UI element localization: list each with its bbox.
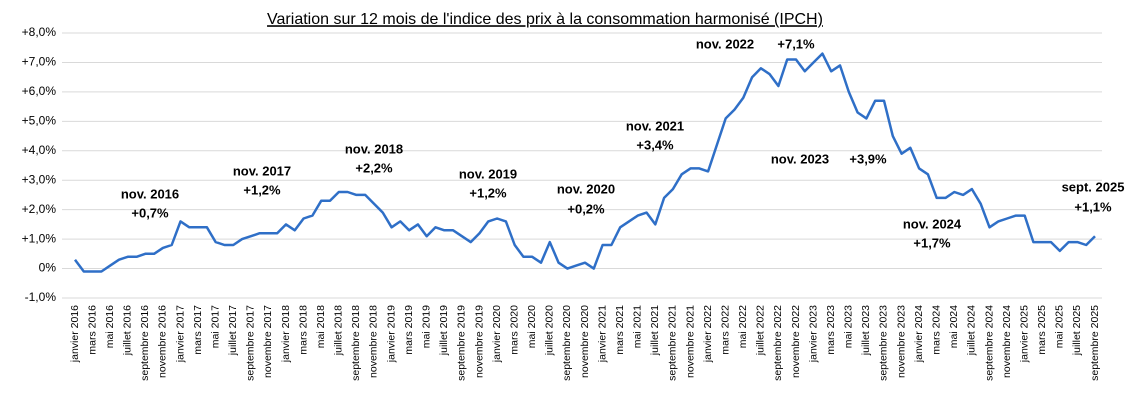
annotation-value: +0,7%: [131, 205, 169, 220]
y-tick-label: +7,0%: [22, 55, 57, 69]
x-tick-label: juillet 2024: [966, 305, 978, 356]
y-tick-label: +2,0%: [22, 202, 57, 216]
x-tick-label: mai 2024: [948, 305, 960, 348]
chart-title: Variation sur 12 mois de l'indice des pr…: [267, 11, 823, 28]
x-tick-label: juillet 2018: [333, 305, 345, 356]
x-tick-label: mai 2016: [104, 305, 116, 348]
annotation-label: sept. 2025: [1062, 179, 1125, 194]
y-tick-label: +1,0%: [22, 231, 57, 245]
x-tick-label: novembre 2019: [473, 305, 485, 378]
x-tick-label: novembre 2017: [262, 305, 274, 378]
annotation-label: nov. 2023: [771, 151, 829, 166]
x-tick-label: septembre 2019: [456, 305, 468, 381]
x-tick-label: mars 2023: [825, 305, 837, 355]
x-tick-label: septembre 2025: [1089, 305, 1101, 381]
annotation-value: +3,9%: [849, 151, 887, 166]
x-tick-label: mars 2016: [86, 305, 98, 355]
x-tick-label: janvier 2021: [596, 305, 608, 363]
annotation-label: nov. 2017: [233, 163, 291, 178]
y-tick-label: -1,0%: [25, 290, 57, 304]
x-tick-label: janvier 2025: [1018, 305, 1030, 363]
annotation-label: nov. 2016: [121, 186, 179, 201]
x-tick-label: juillet 2023: [860, 305, 872, 356]
x-tick-label: mai 2025: [1054, 305, 1066, 348]
annotation-value: +0,2%: [567, 201, 605, 216]
x-tick-label: mai 2021: [632, 305, 644, 348]
x-tick-label: juillet 2019: [438, 305, 450, 356]
y-tick-label: +5,0%: [22, 114, 57, 128]
x-tick-label: janvier 2016: [69, 305, 81, 363]
annotation-label: nov. 2020: [557, 181, 615, 196]
annotation-value: +3,4%: [636, 137, 674, 152]
x-tick-label: novembre 2018: [368, 305, 380, 378]
x-tick-label: novembre 2020: [579, 305, 591, 378]
x-tick-label: novembre 2024: [1001, 305, 1013, 378]
x-tick-label: mars 2018: [297, 305, 309, 355]
x-tick-label: mars 2022: [719, 305, 731, 355]
x-tick-label: mai 2023: [843, 305, 855, 348]
x-tick-label: janvier 2024: [913, 305, 925, 363]
x-tick-label: mai 2020: [526, 305, 538, 348]
x-tick-label: janvier 2019: [385, 305, 397, 363]
annotation-label: nov. 2021: [626, 118, 684, 133]
y-tick-label: +3,0%: [22, 172, 57, 186]
annotation-value: +7,1%: [777, 36, 815, 51]
x-tick-label: mars 2020: [508, 305, 520, 355]
annotation-label: nov. 2018: [345, 141, 403, 156]
x-tick-label: septembre 2017: [245, 305, 257, 381]
x-tick-label: septembre 2024: [983, 305, 995, 381]
x-tick-label: janvier 2017: [174, 305, 186, 363]
x-tick-label: septembre 2021: [667, 305, 679, 381]
x-tick-label: septembre 2020: [561, 305, 573, 381]
x-tick-label: mai 2017: [209, 305, 221, 348]
y-tick-label: +4,0%: [22, 143, 57, 157]
x-tick-label: mars 2024: [931, 305, 943, 355]
x-tick-label: janvier 2018: [280, 305, 292, 363]
x-tick-label: septembre 2023: [878, 305, 890, 381]
x-tick-label: juillet 2020: [544, 305, 556, 356]
annotation-label: nov. 2019: [459, 166, 517, 181]
x-tick-label: novembre 2022: [790, 305, 802, 378]
x-tick-label: mars 2021: [614, 305, 626, 355]
x-tick-label: mai 2019: [421, 305, 433, 348]
x-tick-label: juillet 2017: [227, 305, 239, 356]
x-tick-label: mars 2017: [192, 305, 204, 355]
x-tick-label: juillet 2021: [649, 305, 661, 356]
x-tick-label: mai 2018: [315, 305, 327, 348]
x-tick-label: mars 2019: [403, 305, 415, 355]
x-tick-label: juillet 2022: [755, 305, 767, 356]
x-tick-label: septembre 2018: [350, 305, 362, 381]
annotation-value: +1,2%: [469, 185, 507, 200]
annotation-label: nov. 2024: [903, 216, 962, 231]
y-tick-label: +8,0%: [22, 25, 57, 39]
x-tick-label: janvier 2022: [702, 305, 714, 363]
y-tick-label: 0%: [39, 261, 57, 275]
line-series: [73, 52, 1096, 273]
x-tick-label: novembre 2021: [684, 305, 696, 378]
y-tick-label: +6,0%: [22, 84, 57, 98]
x-tick-label: juillet 2025: [1071, 305, 1083, 356]
annotation-value: +2,2%: [355, 160, 393, 175]
x-tick-label: janvier 2023: [807, 305, 819, 363]
x-tick-label: septembre 2016: [139, 305, 151, 381]
x-tick-label: janvier 2020: [491, 305, 503, 363]
x-tick-label: mai 2022: [737, 305, 749, 348]
x-tick-label: septembre 2022: [772, 305, 784, 381]
annotation-label: nov. 2022: [696, 36, 754, 51]
x-tick-label: novembre 2023: [895, 305, 907, 378]
annotation-value: +1,1%: [1074, 199, 1112, 214]
x-tick-label: novembre 2016: [157, 305, 169, 378]
x-tick-label: juillet 2016: [122, 305, 134, 356]
x-tick-label: mars 2025: [1036, 305, 1048, 355]
annotation-value: +1,7%: [913, 235, 951, 250]
annotation-value: +1,2%: [243, 182, 281, 197]
